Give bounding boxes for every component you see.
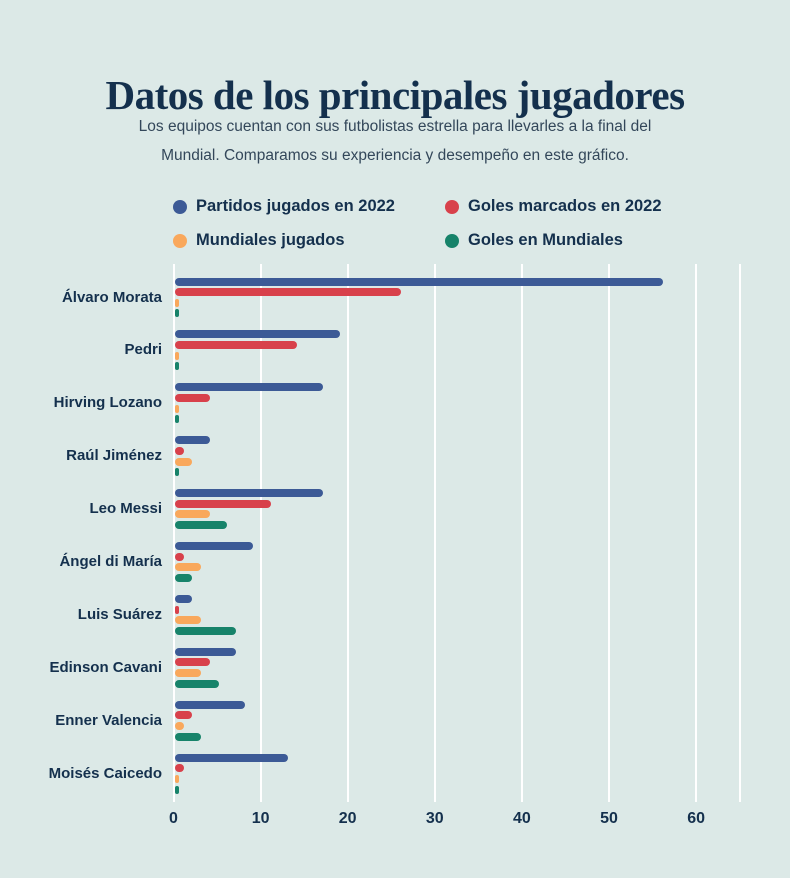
player-label-leo-messi: Leo Messi — [89, 500, 162, 518]
player-label-moises-caicedo: Moisés Caicedo — [48, 764, 162, 782]
x-tick-label: 30 — [425, 810, 444, 827]
player-label-raul-jimenez: Raúl Jiménez — [66, 447, 162, 465]
legend-label: Goles marcados en 2022 — [468, 197, 662, 215]
bar-goles-mundiales-hirving-lozano[interactable] — [175, 415, 179, 424]
x-tick-label: 50 — [600, 810, 618, 827]
player-label-pedri: Pedri — [124, 341, 162, 359]
plot-right-edge — [739, 264, 741, 802]
bar-mundiales-jugados-hirving-lozano[interactable] — [175, 404, 179, 413]
bar-goles-mundiales-leo-messi[interactable] — [175, 521, 228, 530]
bar-mundiales-jugados-moises-caicedo[interactable] — [175, 774, 179, 783]
legend-label: Partidos jugados en 2022 — [196, 197, 395, 215]
bar-goles-mundiales-luis-suarez[interactable] — [175, 626, 236, 635]
bar-mundiales-jugados-alvaro-morata[interactable] — [175, 298, 179, 307]
bar-goles-mundiales-enner-valencia[interactable] — [175, 732, 202, 741]
legend-item-mundiales-jugados[interactable]: Mundiales jugados — [173, 231, 345, 250]
player-label-angel-di-maria: Ángel di María — [59, 553, 162, 570]
subtitle-line-2: Mundial. Comparamos su experiencia y des… — [161, 147, 629, 164]
bar-goles-2022-luis-suarez[interactable] — [175, 605, 179, 614]
bar-goles-2022-alvaro-morata[interactable] — [175, 288, 402, 297]
player-label-enner-valencia: Enner Valencia — [55, 711, 162, 729]
bar-partidos-2022-enner-valencia[interactable] — [175, 700, 245, 709]
bar-partidos-2022-alvaro-morata[interactable] — [175, 277, 663, 286]
bar-mundiales-jugados-angel-di-maria[interactable] — [175, 563, 202, 572]
gridline — [172, 264, 175, 802]
x-tick-label: 40 — [512, 810, 531, 827]
gridline — [433, 264, 436, 802]
bar-goles-mundiales-alvaro-morata[interactable] — [175, 309, 179, 318]
bar-goles-2022-hirving-lozano[interactable] — [175, 393, 210, 402]
bar-goles-2022-angel-di-maria[interactable] — [175, 552, 184, 561]
bar-mundiales-jugados-pedri[interactable] — [175, 351, 179, 360]
legend-item-goles-en-mundiales[interactable]: Goles en Mundiales — [445, 231, 623, 250]
circle-dot-icon — [445, 233, 459, 248]
bar-goles-mundiales-pedri[interactable] — [175, 362, 179, 371]
bar-mundiales-jugados-edinson-cavani[interactable] — [175, 669, 202, 678]
bar-partidos-2022-angel-di-maria[interactable] — [175, 542, 254, 550]
bar-goles-mundiales-angel-di-maria[interactable] — [175, 573, 193, 582]
plot-area: 0 10 20 30 40 50 60 Álvaro Morata Pedri Hirving L… — [0, 264, 790, 834]
circle-dot-icon — [173, 199, 187, 214]
bar-partidos-2022-luis-suarez[interactable] — [175, 594, 193, 603]
bar-mundiales-jugados-luis-suarez[interactable] — [175, 616, 202, 625]
gridline — [259, 264, 262, 802]
legend-item-goles-marcados-en-2022[interactable]: Goles marcados en 2022 — [445, 197, 662, 216]
legend-item-partidos-jugados-en-2022[interactable]: Partidos jugados en 2022 — [173, 197, 395, 216]
bar-partidos-2022-leo-messi[interactable] — [175, 489, 324, 498]
bar-partidos-2022-edinson-cavani[interactable] — [175, 647, 236, 656]
bar-partidos-2022-hirving-lozano[interactable] — [175, 383, 324, 392]
legend-label: Mundiales jugados — [196, 231, 345, 249]
page-title: Datos de los principales jugadores — [105, 72, 685, 119]
x-tick-label: 60 — [687, 810, 705, 827]
legend-label: Goles en Mundiales — [468, 231, 623, 249]
bar-mundiales-jugados-enner-valencia[interactable] — [175, 722, 184, 730]
bar-goles-2022-edinson-cavani[interactable] — [175, 658, 210, 667]
subtitle-line-1: Los equipos cuentan con sus futbolistas … — [138, 118, 652, 135]
x-tick-label: 10 — [251, 810, 270, 827]
gridline — [695, 264, 698, 802]
player-label-alvaro-morata: Álvaro Morata — [61, 288, 162, 306]
player-label-hirving-lozano: Hirving Lozano — [53, 394, 162, 412]
player-label-luis-suarez: Luis Suárez — [77, 605, 162, 623]
circle-dot-icon — [445, 199, 459, 214]
bar-goles-2022-pedri[interactable] — [175, 341, 297, 350]
bar-partidos-2022-raul-jimenez[interactable] — [175, 436, 210, 445]
bar-partidos-2022-moises-caicedo[interactable] — [175, 753, 289, 762]
x-tick-label: 20 — [338, 810, 357, 827]
bar-partidos-2022-pedri[interactable] — [175, 330, 341, 339]
bar-goles-2022-enner-valencia[interactable] — [175, 711, 193, 720]
bar-goles-mundiales-raul-jimenez[interactable] — [175, 468, 179, 477]
circle-dot-icon — [173, 233, 187, 248]
x-tick-label: 0 — [169, 810, 178, 827]
gridline — [520, 264, 523, 802]
player-label-edinson-cavani: Edinson Cavani — [49, 658, 162, 676]
gridline — [608, 264, 610, 802]
page-subtitle: Los equipos cuentan con sus futbolistas … — [60, 112, 730, 170]
gridline — [346, 264, 349, 802]
bar-goles-2022-raul-jimenez[interactable] — [175, 446, 184, 455]
bar-goles-mundiales-edinson-cavani[interactable] — [175, 679, 219, 688]
bar-goles-mundiales-moises-caicedo[interactable] — [175, 785, 179, 794]
bar-goles-2022-moises-caicedo[interactable] — [175, 764, 184, 773]
bar-mundiales-jugados-leo-messi[interactable] — [175, 510, 210, 519]
bar-goles-2022-leo-messi[interactable] — [175, 499, 271, 508]
bar-mundiales-jugados-raul-jimenez[interactable] — [175, 457, 193, 466]
